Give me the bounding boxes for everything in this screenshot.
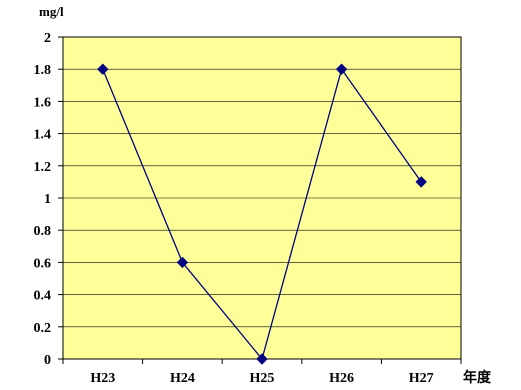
data-point-marker: [97, 63, 109, 75]
y-tick-label: 1.2: [34, 160, 52, 175]
x-tick-label: H25: [250, 371, 275, 386]
y-axis-unit: mg/l: [39, 4, 64, 19]
data-point-marker: [256, 353, 268, 365]
x-axis-unit: 年度: [463, 369, 492, 386]
x-tick-label: H23: [90, 371, 115, 386]
y-tick-label: 1.6: [34, 95, 52, 110]
tick-labels: 0 0.2 0.4 0.6 0.8 1 1.2 1.4 1.6 1.8 2 H23 H24 H25 H26 H…: [34, 31, 434, 386]
y-tick-label: 2: [44, 31, 51, 46]
y-tick-label: 0: [44, 353, 51, 368]
x-tick-label: H24: [170, 371, 195, 386]
x-tick-label: H27: [409, 371, 434, 386]
y-tick-label: 0.4: [34, 289, 52, 304]
y-tick-label: 0.2: [34, 321, 52, 336]
series-group: [97, 63, 427, 365]
x-tick-label: H26: [329, 371, 354, 386]
axes: [58, 36, 462, 364]
y-tick-label: 0.8: [34, 224, 52, 239]
data-point-marker: [415, 176, 427, 188]
y-tick-label: 0.6: [34, 256, 52, 271]
data-point-marker: [176, 256, 189, 269]
y-tick-label: 1.4: [34, 128, 52, 143]
data-point-marker: [335, 63, 348, 75]
y-tick-label: 1.8: [34, 63, 52, 78]
gridlines: [63, 68, 461, 328]
y-tick-label: 1: [44, 192, 51, 207]
